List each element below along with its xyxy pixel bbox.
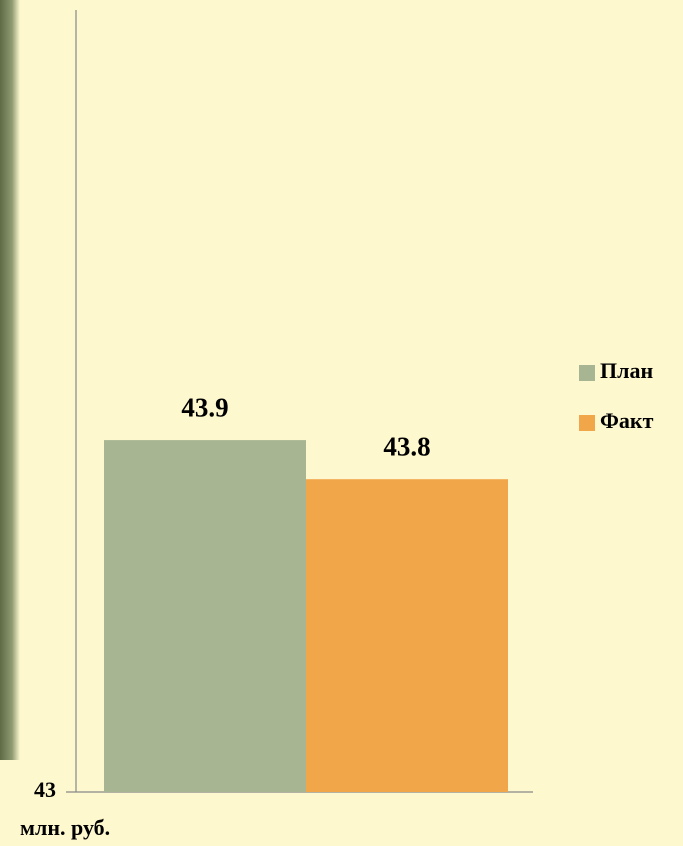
y-axis-label: млн. руб. xyxy=(20,815,110,840)
legend-label: Факт xyxy=(600,408,654,433)
value-label: 43.8 xyxy=(383,431,430,461)
y-tick-label: 43 xyxy=(34,777,56,802)
value-label: 43.9 xyxy=(181,392,228,422)
bar xyxy=(306,479,508,792)
bar xyxy=(104,440,306,792)
legend-swatch xyxy=(579,365,595,381)
legend-label: План xyxy=(600,358,653,383)
legend-swatch xyxy=(579,415,595,431)
side-strip xyxy=(0,0,20,760)
